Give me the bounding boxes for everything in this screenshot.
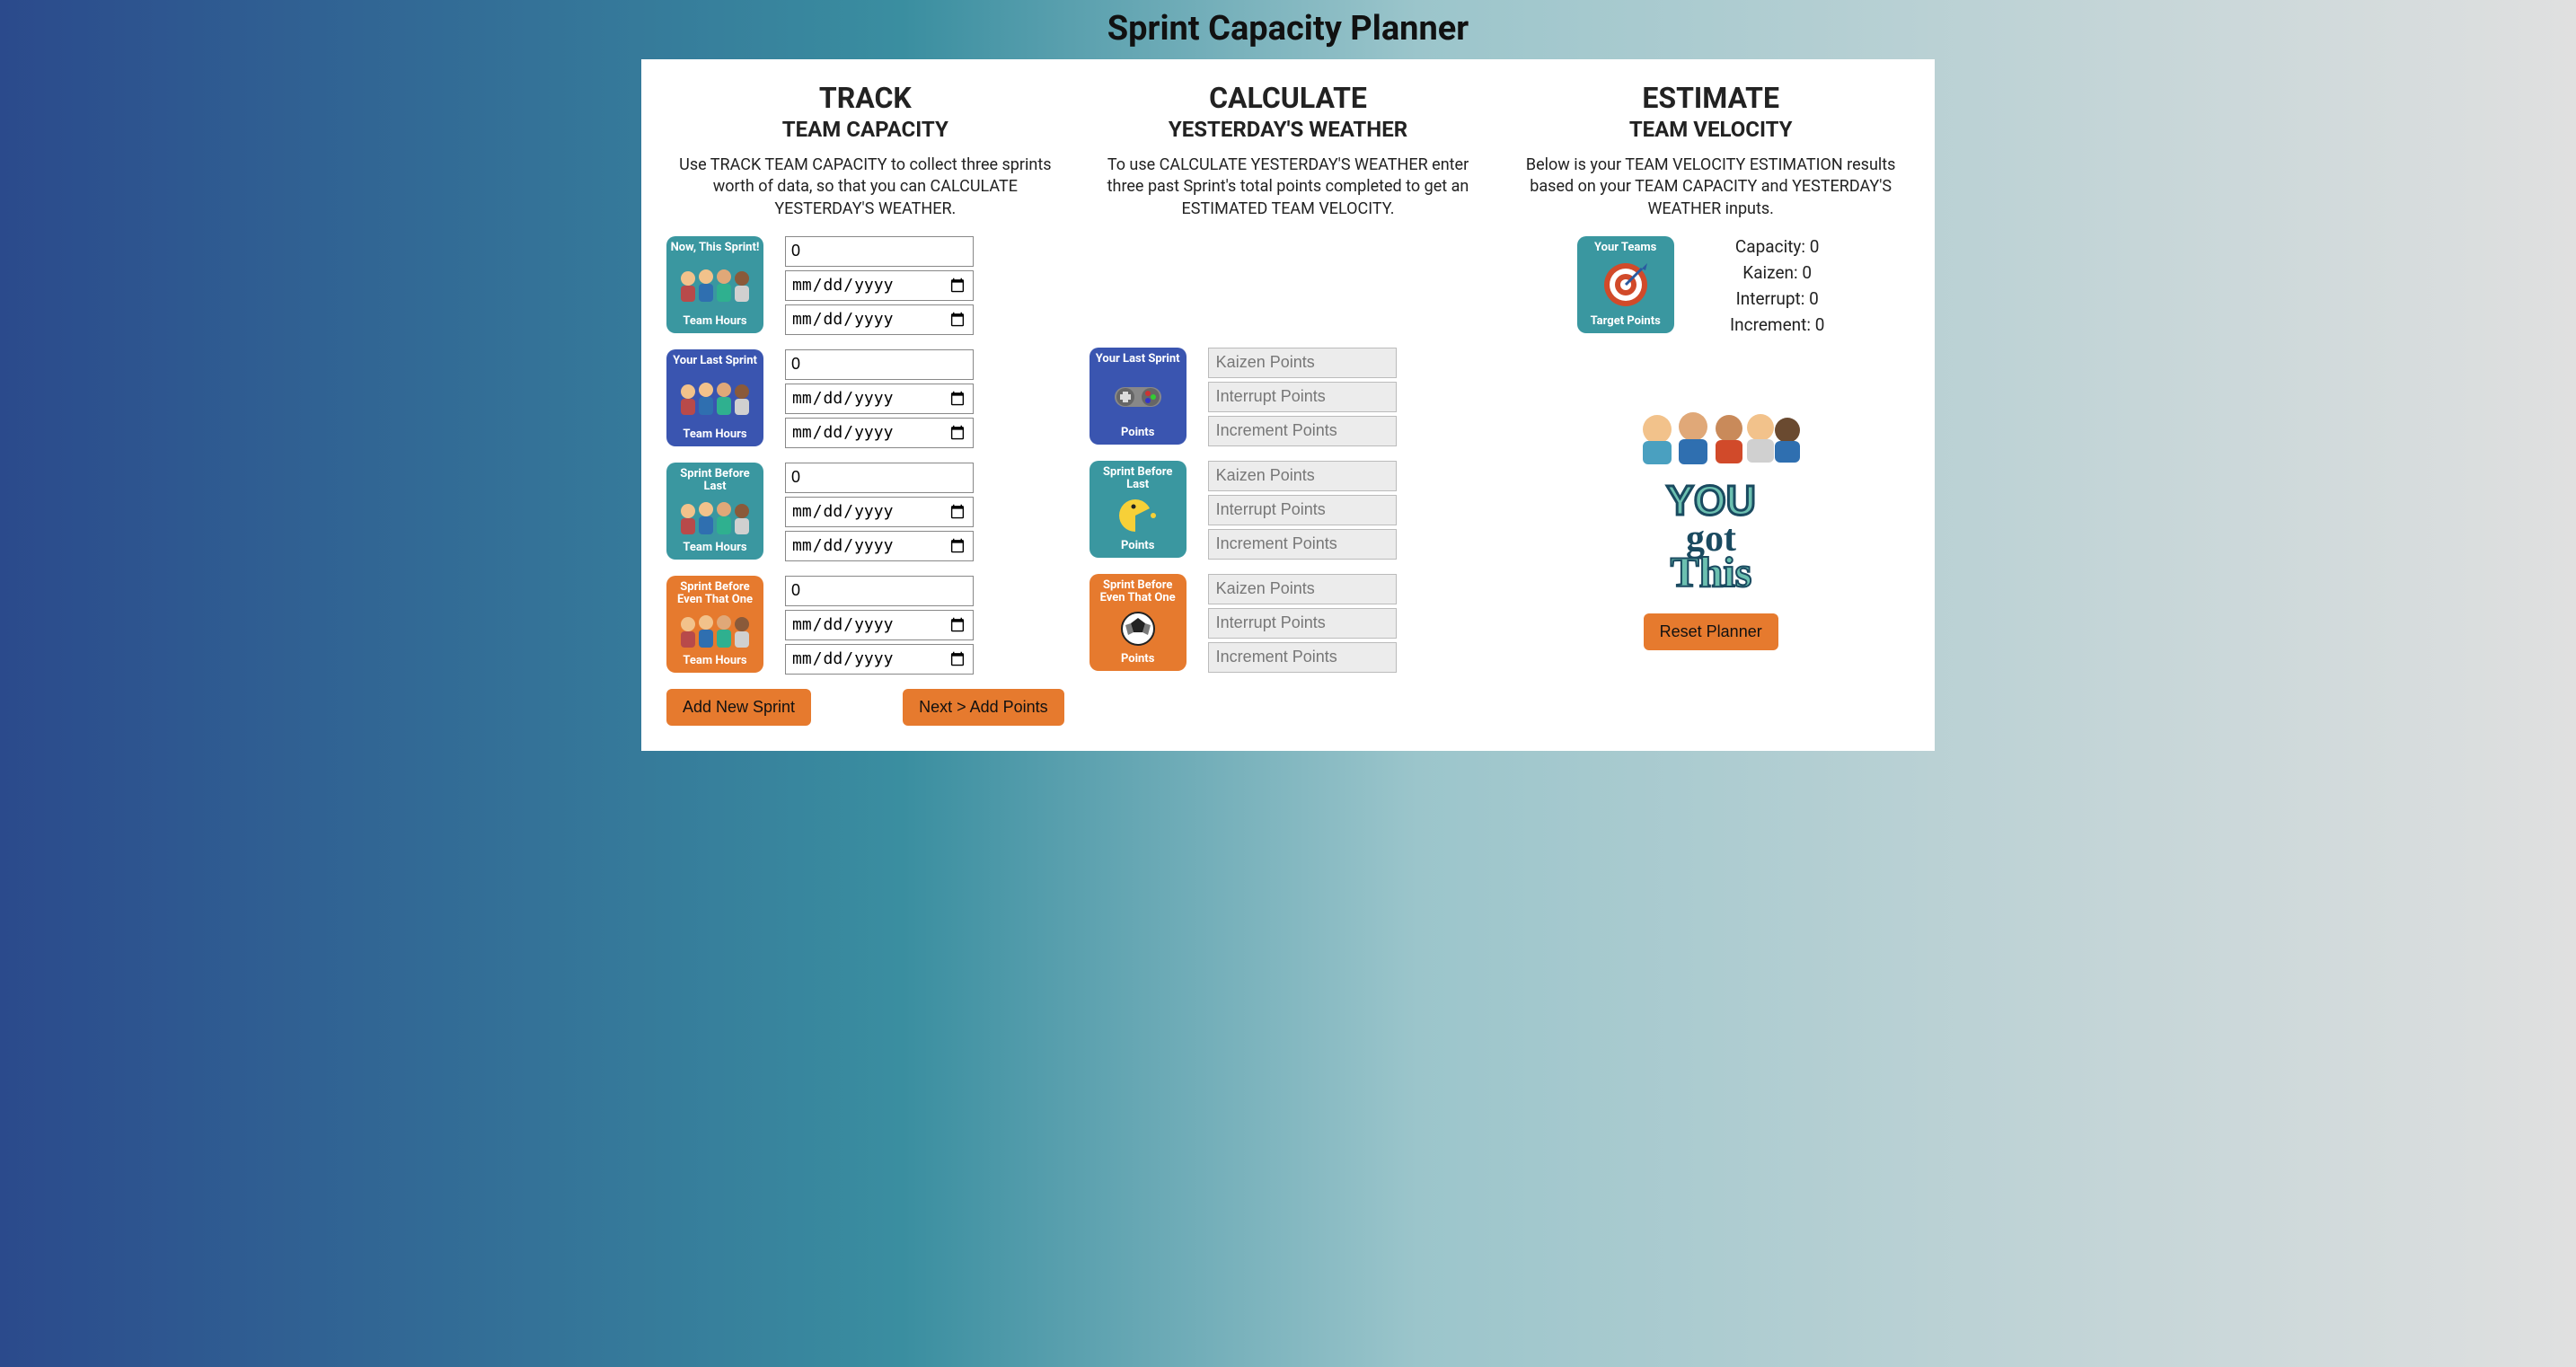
increment-input[interactable] (1208, 416, 1397, 446)
track-description: Use TRACK TEAM CAPACITY to collect three… (672, 154, 1059, 220)
track-inputs (785, 576, 974, 675)
increment-result: Increment: 0 (1710, 314, 1845, 335)
hours-input[interactable] (785, 236, 974, 267)
calc-badge-last: Your Last Sprint Points (1090, 348, 1187, 445)
estimate-results: Capacity: 0 Kaizen: 0 Interrupt: 0 Incre… (1710, 236, 1845, 335)
track-button-row: Add New Sprint Next > Add Points (666, 689, 1064, 726)
estimate-button-row: Reset Planner (1512, 613, 1910, 650)
track-badge-last: Your Last Sprint Team Hours (666, 349, 763, 446)
estimate-description: Below is your TEAM VELOCITY ESTIMATION r… (1517, 154, 1904, 220)
kaizen-result: Kaizen: 0 (1710, 262, 1845, 283)
badge-bottom-label: Team Hours (683, 542, 746, 554)
pacman-icon (1093, 491, 1183, 539)
target-badge: Your Teams Target Points (1577, 236, 1674, 333)
add-sprint-button[interactable]: Add New Sprint (666, 689, 811, 726)
start-date-input[interactable] (785, 610, 974, 640)
track-inputs (785, 349, 974, 448)
start-date-input[interactable] (785, 384, 974, 414)
calc-rows: Your Last Sprint Points Sprint Before La… (1090, 236, 1487, 673)
calculate-description: To use CALCULATE YESTERDAY'S WEATHER ent… (1095, 154, 1482, 220)
gamepad-icon (1093, 366, 1183, 426)
end-date-input[interactable] (785, 644, 974, 675)
track-inputs (785, 463, 974, 561)
badge-top-label: Sprint Before Even That One (670, 581, 760, 607)
badge-bottom-label: Points (1121, 653, 1154, 666)
estimate-summary: Your Teams Target Points Capacity: 0 Kai… (1512, 236, 1910, 335)
calc-inputs (1208, 348, 1397, 446)
track-row: Sprint Before Last Team Hours (666, 463, 1064, 561)
increment-input[interactable] (1208, 642, 1397, 673)
team-icon (670, 493, 760, 541)
interrupt-input[interactable] (1208, 382, 1397, 412)
calculate-subheading: YESTERDAY'S WEATHER (1169, 117, 1407, 142)
end-date-input[interactable] (785, 304, 974, 335)
calc-row: Sprint Before Last Points (1090, 461, 1487, 560)
track-subheading: TEAM CAPACITY (782, 117, 948, 142)
main-panel: TRACK TEAM CAPACITY Use TRACK TEAM CAPAC… (641, 59, 1935, 751)
badge-top-label: Sprint Before Last (1093, 466, 1183, 492)
hours-input[interactable] (785, 576, 974, 606)
hours-input[interactable] (785, 349, 974, 380)
next-add-points-button[interactable]: Next > Add Points (903, 689, 1064, 726)
track-row: Sprint Before Even That One Team Hours (666, 576, 1064, 675)
team-icon (670, 367, 760, 428)
start-date-input[interactable] (785, 270, 974, 301)
calc-badge-before-even: Sprint Before Even That One Points (1090, 574, 1187, 671)
soccer-ball-icon (1093, 604, 1183, 652)
track-badge-now: Now, This Sprint! Team Hours (666, 236, 763, 333)
track-heading: TRACK (819, 81, 912, 115)
capacity-result: Capacity: 0 (1710, 236, 1845, 257)
badge-top-label: Sprint Before Even That One (1093, 579, 1183, 605)
end-date-input[interactable] (785, 531, 974, 561)
track-badge-before-last: Sprint Before Last Team Hours (666, 463, 763, 560)
motivational-text-line3: This (1670, 549, 1751, 595)
hours-input[interactable] (785, 463, 974, 493)
badge-top-label: Now, This Sprint! (671, 242, 760, 254)
calc-inputs (1208, 574, 1397, 673)
estimate-heading: ESTIMATE (1642, 81, 1779, 115)
end-date-input[interactable] (785, 418, 974, 448)
start-date-input[interactable] (785, 497, 974, 527)
calc-row: Your Last Sprint Points (1090, 348, 1487, 446)
track-column: TRACK TEAM CAPACITY Use TRACK TEAM CAPAC… (666, 81, 1064, 726)
calc-spacer (1090, 236, 1487, 333)
calculate-heading: CALCULATE (1209, 81, 1367, 115)
target-icon (1581, 254, 1671, 314)
interrupt-result: Interrupt: 0 (1710, 288, 1845, 309)
badge-top-label: Your Last Sprint (1096, 353, 1180, 366)
motivational-graphic: YOU got This (1612, 398, 1810, 595)
kaizen-input[interactable] (1208, 348, 1397, 378)
track-row: Now, This Sprint! Team Hours (666, 236, 1064, 335)
badge-bottom-label: Team Hours (683, 428, 746, 441)
track-row: Your Last Sprint Team Hours (666, 349, 1064, 448)
estimate-subheading: TEAM VELOCITY (1629, 117, 1793, 142)
badge-bottom-label: Points (1121, 540, 1154, 552)
badge-bottom-label: Team Hours (683, 655, 746, 667)
badge-top-label: Sprint Before Last (670, 468, 760, 494)
badge-bottom-label: Points (1121, 427, 1154, 439)
badge-top-label: Your Teams (1594, 242, 1656, 254)
calc-inputs (1208, 461, 1397, 560)
team-icon (670, 606, 760, 654)
reset-planner-button[interactable]: Reset Planner (1644, 613, 1778, 650)
increment-input[interactable] (1208, 529, 1397, 560)
track-inputs (785, 236, 974, 335)
team-icon (670, 254, 760, 314)
motivational-text-line1: YOU (1666, 477, 1756, 524)
badge-bottom-label: Target Points (1591, 315, 1661, 328)
track-rows: Now, This Sprint! Team Hours Your Last S… (666, 236, 1064, 675)
kaizen-input[interactable] (1208, 574, 1397, 604)
calc-badge-before-last: Sprint Before Last Points (1090, 461, 1187, 558)
estimate-column: ESTIMATE TEAM VELOCITY Below is your TEA… (1512, 81, 1910, 726)
interrupt-input[interactable] (1208, 608, 1397, 639)
track-badge-before-even: Sprint Before Even That One Team Hours (666, 576, 763, 673)
interrupt-input[interactable] (1208, 495, 1397, 525)
badge-top-label: Your Last Sprint (673, 355, 757, 367)
calculate-column: CALCULATE YESTERDAY'S WEATHER To use CAL… (1090, 81, 1487, 726)
page-title: Sprint Capacity Planner (27, 9, 2549, 49)
calc-row: Sprint Before Even That One Points (1090, 574, 1487, 673)
kaizen-input[interactable] (1208, 461, 1397, 491)
badge-bottom-label: Team Hours (683, 315, 746, 328)
